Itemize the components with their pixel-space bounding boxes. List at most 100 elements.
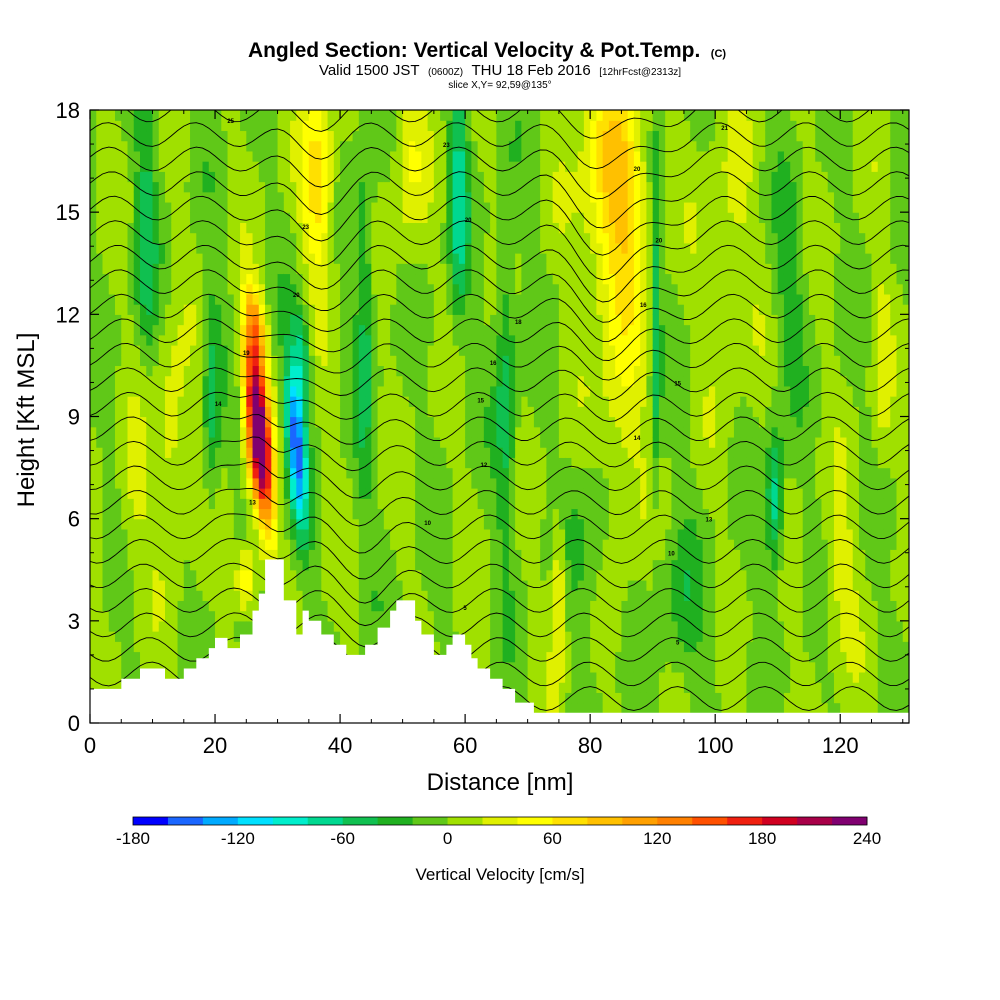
velocity-cell [533, 263, 541, 275]
velocity-cell [540, 641, 547, 653]
velocity-cell [546, 304, 554, 315]
velocity-cell [221, 590, 229, 601]
velocity-cell [296, 201, 304, 213]
velocity-cell [346, 436, 354, 448]
velocity-cell [315, 314, 322, 326]
velocity-cell [127, 314, 135, 326]
velocity-cell [471, 651, 479, 663]
velocity-cell [490, 110, 497, 121]
velocity-cell [315, 171, 322, 183]
velocity-cell [540, 539, 547, 550]
velocity-cell [158, 222, 166, 234]
velocity-cell [565, 600, 572, 612]
velocity-cell [96, 426, 104, 438]
velocity-cell [402, 590, 410, 601]
velocity-cell [346, 549, 354, 561]
velocity-cell [483, 222, 491, 234]
velocity-cell [296, 120, 304, 132]
velocity-cell [402, 539, 410, 550]
velocity-cell [421, 579, 429, 591]
velocity-cell [415, 539, 422, 550]
velocity-cell [496, 201, 504, 213]
velocity-cell [496, 518, 504, 530]
velocity-cell [421, 396, 429, 407]
velocity-cell [577, 212, 585, 223]
velocity-cell [96, 334, 104, 346]
velocity-cell [433, 222, 441, 234]
velocity-cell [427, 304, 435, 315]
velocity-cell [502, 651, 510, 663]
velocity-cell [433, 201, 441, 213]
velocity-cell [596, 426, 604, 438]
velocity-cell [102, 518, 110, 530]
velocity-cell [496, 661, 504, 673]
velocity-cell [133, 344, 141, 356]
velocity-cell [252, 355, 260, 367]
velocity-cell [471, 334, 479, 346]
velocity-cell [271, 334, 279, 346]
velocity-cell [140, 130, 147, 142]
velocity-cell [483, 110, 491, 121]
velocity-cell [502, 661, 510, 673]
velocity-cell [177, 477, 185, 489]
velocity-cell [465, 396, 472, 407]
velocity-cell [590, 579, 597, 591]
velocity-cell [552, 600, 560, 612]
velocity-cell [596, 651, 604, 663]
valid-line: Valid 1500 JST (0600Z) THU 18 Feb 2016 [… [319, 62, 681, 79]
velocity-cell [290, 355, 297, 367]
velocity-cell [196, 457, 204, 469]
velocity-cell [540, 232, 547, 244]
velocity-cell [446, 528, 454, 540]
velocity-cell [352, 488, 360, 499]
velocity-cell [427, 498, 435, 510]
velocity-cell [215, 508, 222, 520]
velocity-cell [571, 150, 579, 162]
velocity-cell [571, 201, 579, 213]
velocity-cell [558, 620, 566, 632]
velocity-cell [296, 150, 304, 162]
velocity-cell [602, 293, 610, 305]
velocity-cell [96, 416, 104, 428]
velocity-cell [290, 212, 297, 223]
velocity-cell [327, 130, 335, 142]
velocity-cell [333, 110, 341, 121]
velocity-cell [415, 201, 422, 213]
velocity-cell [177, 426, 185, 438]
velocity-cell [302, 110, 310, 121]
velocity-cell [177, 304, 185, 315]
velocity-cell [483, 232, 491, 244]
velocity-cell [358, 467, 366, 479]
velocity-cell [415, 579, 422, 591]
velocity-cell [190, 201, 197, 213]
velocity-cell [165, 518, 172, 530]
velocity-cell [533, 406, 541, 418]
velocity-cell [571, 682, 579, 693]
velocity-cell [352, 140, 360, 152]
velocity-cell [227, 110, 235, 121]
velocity-cell [133, 293, 141, 305]
velocity-cell [171, 212, 179, 223]
velocity-cell [146, 385, 154, 397]
velocity-cell [577, 477, 585, 489]
velocity-cell [396, 344, 404, 356]
velocity-cell [358, 508, 366, 520]
velocity-cell [377, 559, 385, 571]
velocity-cell [521, 528, 529, 540]
velocity-cell [190, 416, 197, 428]
velocity-cell [358, 610, 366, 622]
velocity-cell [508, 140, 516, 152]
velocity-cell [308, 406, 316, 418]
velocity-cell [133, 273, 141, 285]
velocity-cell [496, 569, 504, 581]
velocity-cell [508, 191, 516, 203]
velocity-cell [333, 232, 341, 244]
velocity-cell [565, 620, 572, 632]
velocity-cell [327, 610, 335, 622]
velocity-cell [502, 181, 510, 193]
velocity-cell [540, 344, 547, 356]
velocity-cell [196, 304, 204, 315]
velocity-cell [552, 110, 560, 121]
velocity-cell [221, 508, 229, 520]
velocity-cell [527, 273, 535, 285]
